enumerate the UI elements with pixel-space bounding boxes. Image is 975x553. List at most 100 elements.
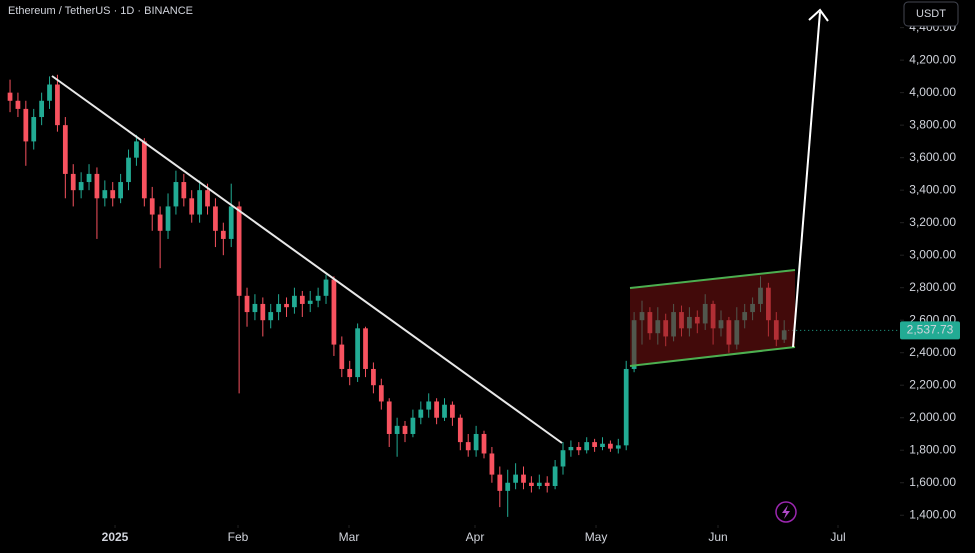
candle-body: [473, 433, 479, 451]
candle-body: [355, 328, 360, 378]
candle-body: [418, 409, 424, 418]
candle-body: [600, 443, 605, 447]
candle-body: [402, 425, 408, 434]
candle-body: [450, 404, 455, 418]
alert-bolt: [782, 505, 790, 519]
alert-icon[interactable]: [775, 501, 797, 523]
last-price-label: 2,537.73: [907, 322, 954, 336]
candle-body: [347, 368, 353, 378]
candle-body: [521, 474, 526, 483]
y-tick-label: 3,400.00: [909, 182, 956, 196]
candle-body: [513, 474, 518, 483]
candle-body: [378, 385, 384, 402]
candle-body: [220, 230, 226, 239]
candle-body: [268, 312, 274, 321]
channel-fill: [630, 270, 795, 366]
candle-body: [584, 442, 590, 451]
candle-body: [165, 206, 171, 231]
candle-body: [197, 190, 202, 215]
candle-body: [426, 401, 432, 410]
candle-body: [244, 295, 250, 313]
candle-body: [39, 100, 45, 118]
x-tick-label: Feb: [228, 530, 249, 544]
candle-body: [276, 303, 281, 313]
candle-body: [86, 173, 92, 183]
candle-body: [497, 474, 503, 491]
candle-body: [481, 433, 487, 454]
candle-body: [315, 295, 321, 301]
candle-body: [568, 446, 574, 451]
candle-body: [70, 173, 76, 191]
candle-body: [157, 214, 163, 231]
y-tick-label: 1,400.00: [909, 507, 956, 521]
candle-body: [536, 482, 542, 486]
arrow-shaft: [792, 11, 821, 348]
candle-body: [7, 92, 13, 101]
currency-button[interactable]: [903, 1, 959, 27]
candle-body: [134, 141, 139, 158]
candle-body: [23, 108, 29, 142]
candle-body: [608, 443, 613, 449]
candle-body: [394, 425, 400, 434]
candle-body: [173, 182, 179, 207]
y-tick-label: 2,000.00: [909, 410, 956, 424]
candle-body: [307, 300, 313, 304]
arrow-head: [808, 8, 829, 22]
candle-body: [457, 417, 463, 443]
candle-body: [339, 344, 345, 369]
candle-body: [576, 446, 582, 451]
x-tick-label: Apr: [466, 530, 485, 544]
candle-body: [213, 206, 218, 231]
candle-body: [228, 206, 234, 239]
y-tick-label: 3,800.00: [909, 117, 956, 131]
candle-body: [386, 401, 392, 434]
y-tick-label: 1,600.00: [909, 475, 956, 489]
candle-body: [410, 417, 416, 434]
y-tick-label: 2,200.00: [909, 377, 956, 391]
candle-body: [31, 117, 37, 142]
x-tick-label: 2025: [102, 530, 129, 544]
candle-body: [505, 482, 511, 491]
candle-body: [489, 453, 495, 475]
candle-body: [331, 279, 337, 345]
x-tick-label: May: [585, 530, 608, 544]
candle-body: [371, 368, 376, 386]
candle-body: [434, 401, 439, 418]
x-tick-label: Mar: [339, 530, 360, 544]
channel-top: [629, 269, 796, 289]
candle-body: [205, 190, 210, 207]
candle-body: [615, 445, 621, 449]
candle-body: [189, 198, 195, 215]
candle-body: [544, 482, 550, 486]
candle-body: [62, 125, 68, 174]
chart-title: Ethereum / TetherUS · 1D · BINANCE: [8, 5, 193, 17]
candle-body: [110, 190, 116, 199]
candle-body: [560, 450, 566, 467]
candle-body: [181, 182, 187, 199]
candle-body: [284, 303, 289, 308]
candle-body: [47, 84, 52, 101]
candle-body: [94, 173, 100, 199]
candle-body: [252, 303, 258, 313]
y-tick-label: 2,400.00: [909, 345, 956, 359]
y-tick-label: 2,800.00: [909, 280, 956, 294]
y-tick-label: 1,800.00: [909, 442, 956, 456]
candle-body: [552, 466, 558, 486]
x-tick-label: Jul: [830, 530, 845, 544]
y-tick-label: 4,200.00: [909, 52, 956, 66]
candle-body: [299, 295, 305, 304]
candle-body: [592, 442, 597, 447]
candle-body: [55, 84, 60, 126]
candle-body: [118, 182, 123, 199]
candle-body: [529, 482, 534, 486]
y-tick-label: 3,600.00: [909, 150, 956, 164]
y-tick-label: 3,200.00: [909, 215, 956, 229]
candle-body: [363, 328, 368, 369]
candle-body: [465, 442, 471, 451]
last-price-tag: [900, 321, 960, 340]
candle-body: [236, 206, 242, 296]
candle-body: [15, 100, 21, 109]
